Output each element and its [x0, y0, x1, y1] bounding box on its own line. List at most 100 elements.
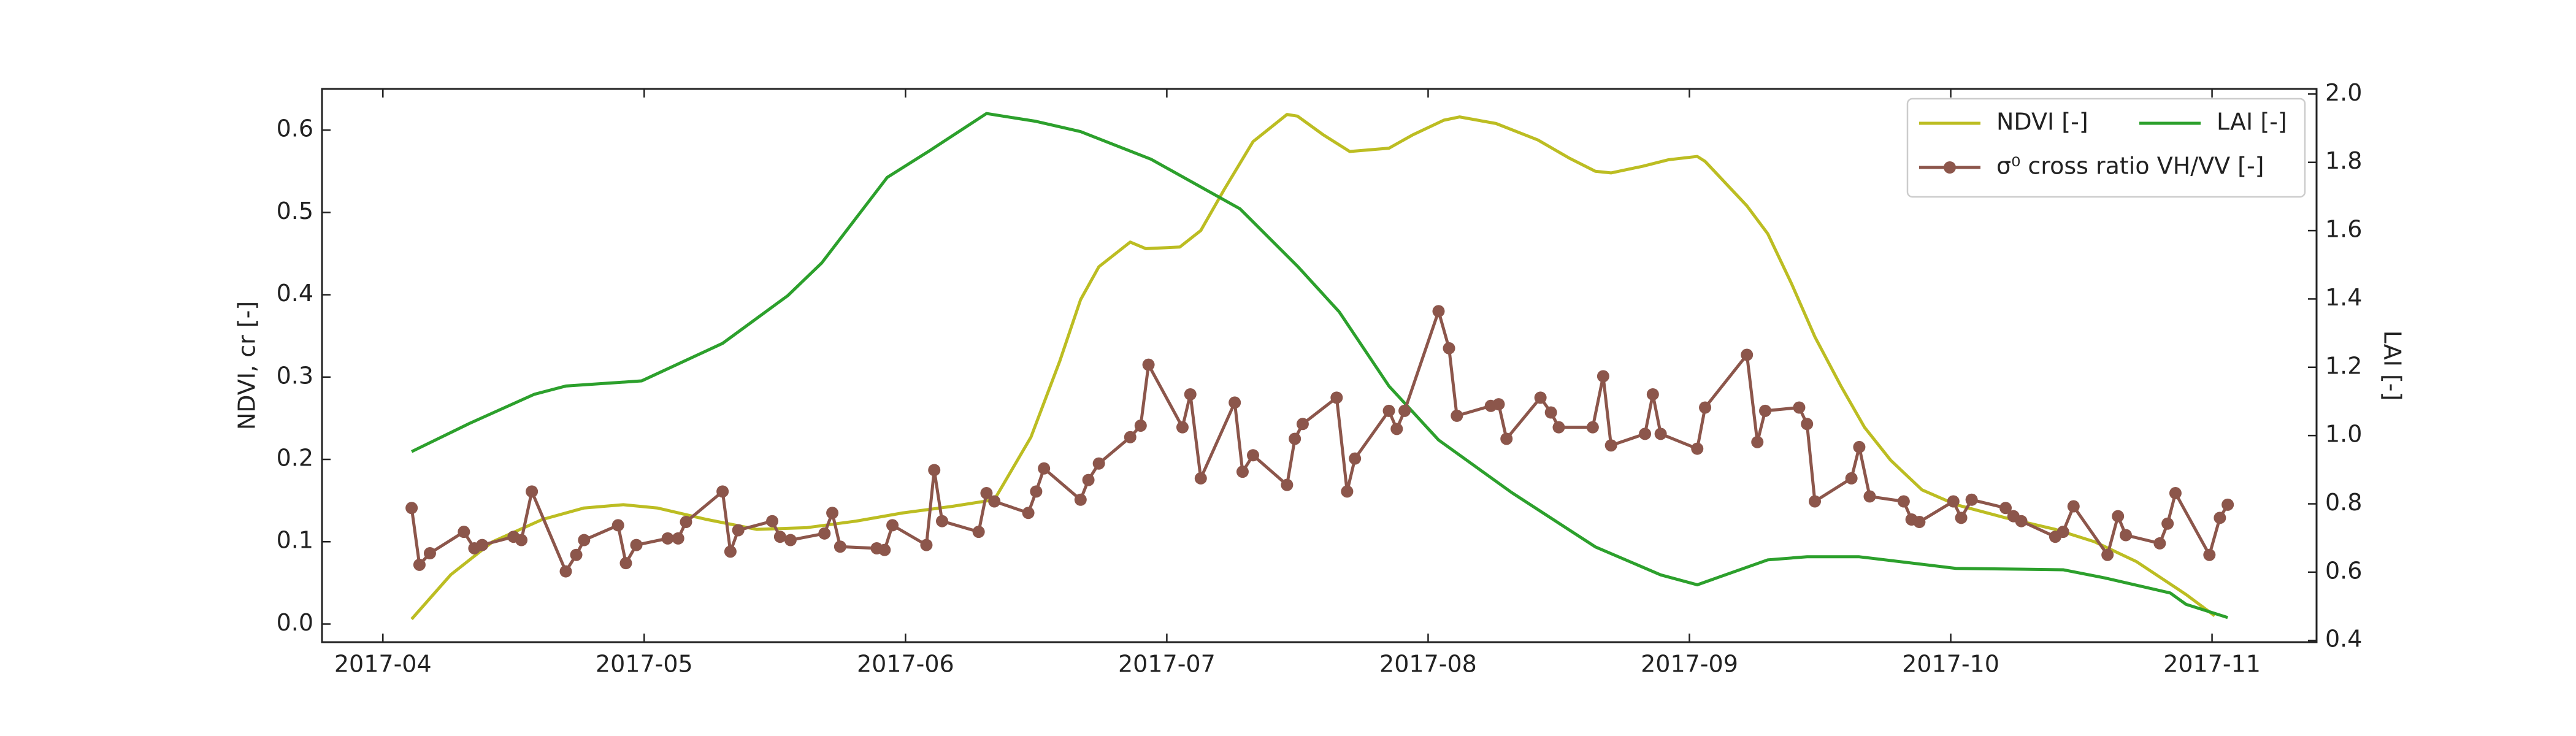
data-point — [672, 532, 684, 545]
data-point — [2153, 537, 2166, 550]
data-point — [526, 485, 539, 498]
data-point — [1500, 432, 1513, 445]
y2-tick-label: 0.4 — [2325, 626, 2362, 653]
y-tick-label: 0.0 — [277, 609, 313, 636]
data-point — [423, 547, 436, 560]
data-point — [578, 534, 591, 546]
y2-tick-label: 0.6 — [2325, 557, 2362, 584]
data-point — [1801, 418, 1814, 431]
data-point — [2057, 526, 2069, 539]
data-point — [2112, 510, 2125, 523]
data-point — [1897, 495, 1910, 508]
y2-tick-label: 2.0 — [2325, 79, 2362, 106]
data-point — [1134, 419, 1147, 432]
x-tick-label: 2017-09 — [1641, 651, 1738, 678]
data-point — [878, 543, 891, 556]
data-point — [1184, 388, 1197, 401]
data-point — [2067, 500, 2080, 513]
data-point — [1330, 391, 1343, 404]
y2-tick-label: 1.6 — [2325, 216, 2362, 243]
y-axis-label: NDVI, cr [-] — [234, 301, 261, 430]
data-point — [1246, 449, 1259, 462]
data-point — [1793, 401, 1806, 414]
data-point — [611, 519, 624, 532]
data-point — [972, 526, 985, 539]
data-point — [570, 548, 583, 561]
data-point — [680, 516, 692, 529]
data-point — [559, 565, 572, 578]
data-point — [2169, 487, 2182, 500]
data-point — [1229, 396, 1241, 409]
data-point — [1382, 404, 1395, 417]
data-point — [1281, 478, 1294, 491]
data-point — [413, 558, 426, 571]
data-point — [1451, 409, 1463, 422]
data-point — [1759, 404, 1772, 417]
data-point — [766, 515, 779, 527]
data-point — [1176, 421, 1189, 434]
data-point — [1142, 358, 1155, 371]
data-point — [784, 534, 797, 546]
data-point — [936, 515, 949, 527]
data-point — [661, 532, 674, 545]
data-point — [1741, 348, 1754, 361]
data-point — [1544, 406, 1557, 419]
data-point — [1604, 439, 1617, 452]
data-point — [1586, 421, 1599, 434]
y2-tick-label: 1.0 — [2325, 421, 2362, 448]
data-line — [411, 112, 2228, 619]
data-point — [1124, 431, 1137, 443]
data-point — [928, 464, 941, 477]
y2-tick-label: 1.4 — [2325, 284, 2362, 311]
data-point — [1492, 398, 1505, 411]
data-point — [1853, 440, 1866, 453]
x-tick-label: 2017-10 — [1902, 651, 1999, 678]
data-point — [988, 495, 1001, 508]
y2-tick-label: 1.8 — [2325, 147, 2362, 174]
data-point — [1639, 427, 1652, 440]
data-point — [476, 539, 489, 551]
data-point — [980, 487, 993, 500]
data-point — [1808, 495, 1821, 508]
data-point — [1082, 473, 1095, 486]
data-point — [724, 545, 737, 558]
data-point — [716, 485, 729, 498]
data-point — [1236, 466, 1249, 478]
data-point — [1699, 401, 1712, 414]
x-tick-label: 2017-04 — [334, 651, 432, 678]
data-point — [1022, 507, 1035, 519]
y-tick-label: 0.4 — [277, 280, 313, 307]
legend-box — [1906, 98, 2306, 198]
legend-label: NDVI [-] — [1996, 109, 2088, 136]
data-point — [2214, 512, 2226, 524]
y2-tick-label: 0.8 — [2325, 489, 2362, 516]
y-tick-label: 0.5 — [277, 197, 313, 224]
legend-label: LAI [-] — [2217, 109, 2287, 136]
data-point — [630, 539, 643, 551]
x-tick-label: 2017-06 — [857, 651, 954, 678]
x-tick-label: 2017-11 — [2163, 651, 2261, 678]
data-point — [2203, 548, 2216, 561]
data-point — [405, 502, 418, 515]
data-point — [2101, 548, 2114, 561]
data-point — [1955, 512, 1968, 524]
data-point — [458, 526, 470, 539]
data-line — [410, 113, 2216, 621]
data-point — [2161, 517, 2174, 530]
data-point — [1947, 495, 1960, 508]
data-point — [2221, 498, 2234, 511]
data-point — [1646, 388, 1659, 401]
y2-tick-label: 1.2 — [2325, 352, 2362, 379]
data-point — [2015, 515, 2028, 527]
x-tick-label: 2017-08 — [1379, 651, 1477, 678]
data-point — [886, 519, 899, 532]
data-point — [773, 531, 786, 543]
y-tick-label: 0.2 — [277, 445, 313, 472]
y-tick-label: 0.3 — [277, 362, 313, 389]
data-point — [1597, 370, 1609, 383]
data-point — [920, 539, 933, 551]
x-tick-label: 2017-05 — [596, 651, 693, 678]
data-point — [1552, 421, 1565, 434]
data-point — [1289, 432, 1301, 445]
data-point — [1751, 435, 1764, 448]
